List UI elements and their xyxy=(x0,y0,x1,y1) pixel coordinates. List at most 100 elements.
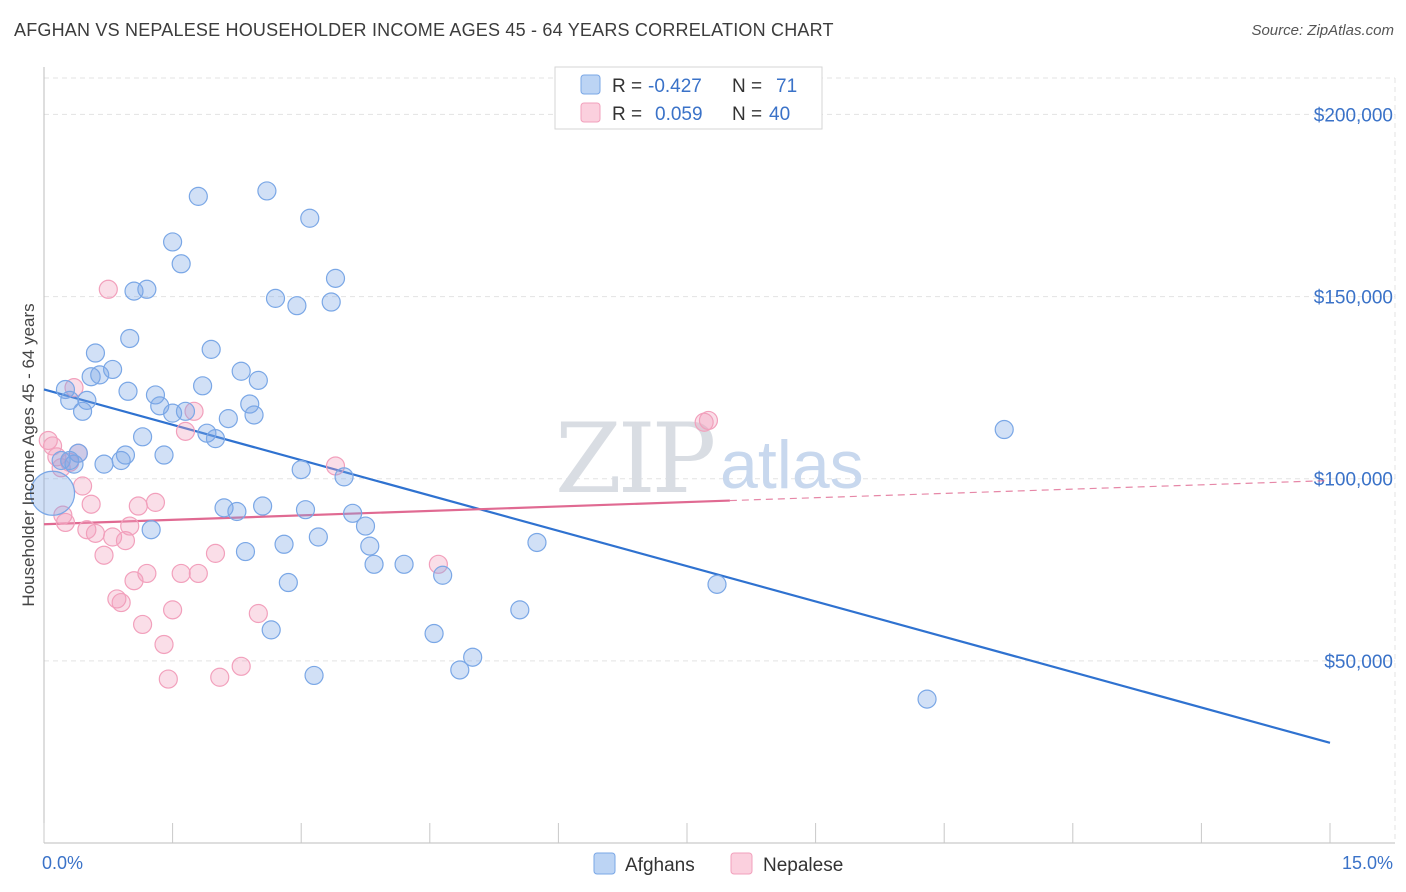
point-afghans xyxy=(115,445,136,465)
point-afghans xyxy=(193,376,213,396)
point-afghans xyxy=(137,279,157,299)
point-afghans xyxy=(145,385,166,405)
source-credit: Source: ZipAtlas.com xyxy=(1251,22,1394,39)
trend-line-afghans xyxy=(43,388,1331,744)
point-afghans xyxy=(248,370,268,390)
point-afghans xyxy=(132,427,153,447)
point-afghans xyxy=(360,536,380,556)
point-afghans xyxy=(325,268,346,288)
point-afghans xyxy=(235,541,256,562)
trend-line-nepalese-extension xyxy=(729,479,1331,502)
y-axis-label: Householder Income Ages 45 - 64 years xyxy=(19,303,38,606)
point-afghans xyxy=(154,445,174,465)
y-tick-label: $200,000 xyxy=(1314,105,1393,126)
point-afghans xyxy=(463,647,483,667)
point-nepalese xyxy=(81,494,101,514)
point-afghans xyxy=(102,359,123,380)
point-nepalese xyxy=(188,563,208,584)
point-afghans xyxy=(278,572,298,593)
trend-lines xyxy=(43,388,1331,744)
bottom-legend-nepalese: Nepalese xyxy=(763,855,843,876)
point-afghans xyxy=(29,470,76,516)
legend-swatch-nepalese xyxy=(580,102,601,123)
grid-lines xyxy=(44,77,1396,843)
point-nepalese xyxy=(42,436,63,456)
bottom-legend-swatch-nepalese xyxy=(730,852,753,875)
legend-n-value-afghans: 71 xyxy=(776,76,797,97)
point-afghans xyxy=(231,361,251,381)
watermark: ZIP atlas xyxy=(555,403,864,515)
point-afghans xyxy=(141,520,161,540)
point-nepalese xyxy=(248,603,268,624)
point-afghans xyxy=(201,339,221,359)
point-nepalese xyxy=(210,667,230,687)
point-afghans xyxy=(227,501,247,522)
legend-r-label-afghans: R = xyxy=(612,76,642,97)
point-afghans xyxy=(55,379,76,400)
point-afghans xyxy=(527,532,547,553)
point-afghans xyxy=(450,660,470,680)
bottom-legend-swatch-afghans xyxy=(593,852,616,875)
point-nepalese xyxy=(111,592,131,613)
point-nepalese xyxy=(94,545,114,565)
point-nepalese xyxy=(145,492,166,512)
y-tick-label: $150,000 xyxy=(1314,288,1393,309)
y-tick-label: $50,000 xyxy=(1324,652,1393,673)
point-nepalese xyxy=(171,563,191,584)
point-nepalese xyxy=(72,476,93,496)
trend-line-nepalese xyxy=(43,499,730,526)
point-afghans xyxy=(261,620,281,640)
point-afghans xyxy=(308,527,328,547)
point-nepalese xyxy=(120,516,140,536)
point-afghans xyxy=(171,254,191,274)
y-tick-label: $100,000 xyxy=(1314,470,1393,491)
point-nepalese xyxy=(158,669,178,689)
legend-r-value-nepalese: 0.059 xyxy=(655,104,703,125)
bottom-legend-afghans: Afghans xyxy=(625,855,695,876)
point-afghans xyxy=(77,390,97,410)
point-afghans xyxy=(287,296,307,316)
point-afghans xyxy=(175,401,196,421)
x-tick-label-min: 0.0% xyxy=(42,853,83,873)
point-afghans xyxy=(274,534,294,554)
legend-n-value-nepalese: 40 xyxy=(769,104,790,125)
point-afghans xyxy=(94,454,114,474)
point-afghans xyxy=(917,689,937,709)
point-afghans xyxy=(424,623,444,644)
data-points xyxy=(29,181,1014,709)
point-nepalese xyxy=(55,512,76,533)
point-afghans xyxy=(163,232,183,252)
point-afghans xyxy=(218,409,238,429)
point-afghans xyxy=(214,498,234,518)
point-nepalese xyxy=(85,523,106,543)
point-afghans xyxy=(433,565,453,585)
x-tick-label-max: 15.0% xyxy=(1342,853,1393,873)
point-afghans xyxy=(295,500,316,520)
point-afghans xyxy=(304,665,324,686)
point-afghans xyxy=(60,390,80,410)
point-afghans xyxy=(364,554,384,574)
point-afghans xyxy=(394,554,414,574)
point-afghans xyxy=(120,328,140,349)
point-afghans xyxy=(321,292,341,312)
point-afghans xyxy=(72,401,93,421)
point-afghans xyxy=(118,381,138,401)
point-afghans xyxy=(265,288,286,308)
point-afghans xyxy=(510,600,530,620)
legend-r-value-afghans: -0.427 xyxy=(648,76,702,97)
series-legend: Afghans Nepalese xyxy=(593,852,843,876)
point-afghans xyxy=(85,343,106,363)
watermark-atlas: atlas xyxy=(720,427,864,503)
point-nepalese xyxy=(163,600,183,620)
correlation-legend: R = -0.427 N = 71 R = 0.059 N = 40 xyxy=(554,66,823,130)
point-nepalese xyxy=(175,421,196,441)
point-afghans xyxy=(343,503,363,523)
watermark-zip: ZIP xyxy=(555,403,714,515)
legend-n-label-afghans: N = xyxy=(732,76,762,97)
point-nepalese xyxy=(137,563,157,584)
point-nepalese xyxy=(698,410,719,431)
point-afghans xyxy=(188,186,208,206)
point-afghans xyxy=(355,516,376,536)
tick-labels: $50,000 $100,000 $150,000 $200,000 0.0% 15.0% xyxy=(42,105,1393,873)
